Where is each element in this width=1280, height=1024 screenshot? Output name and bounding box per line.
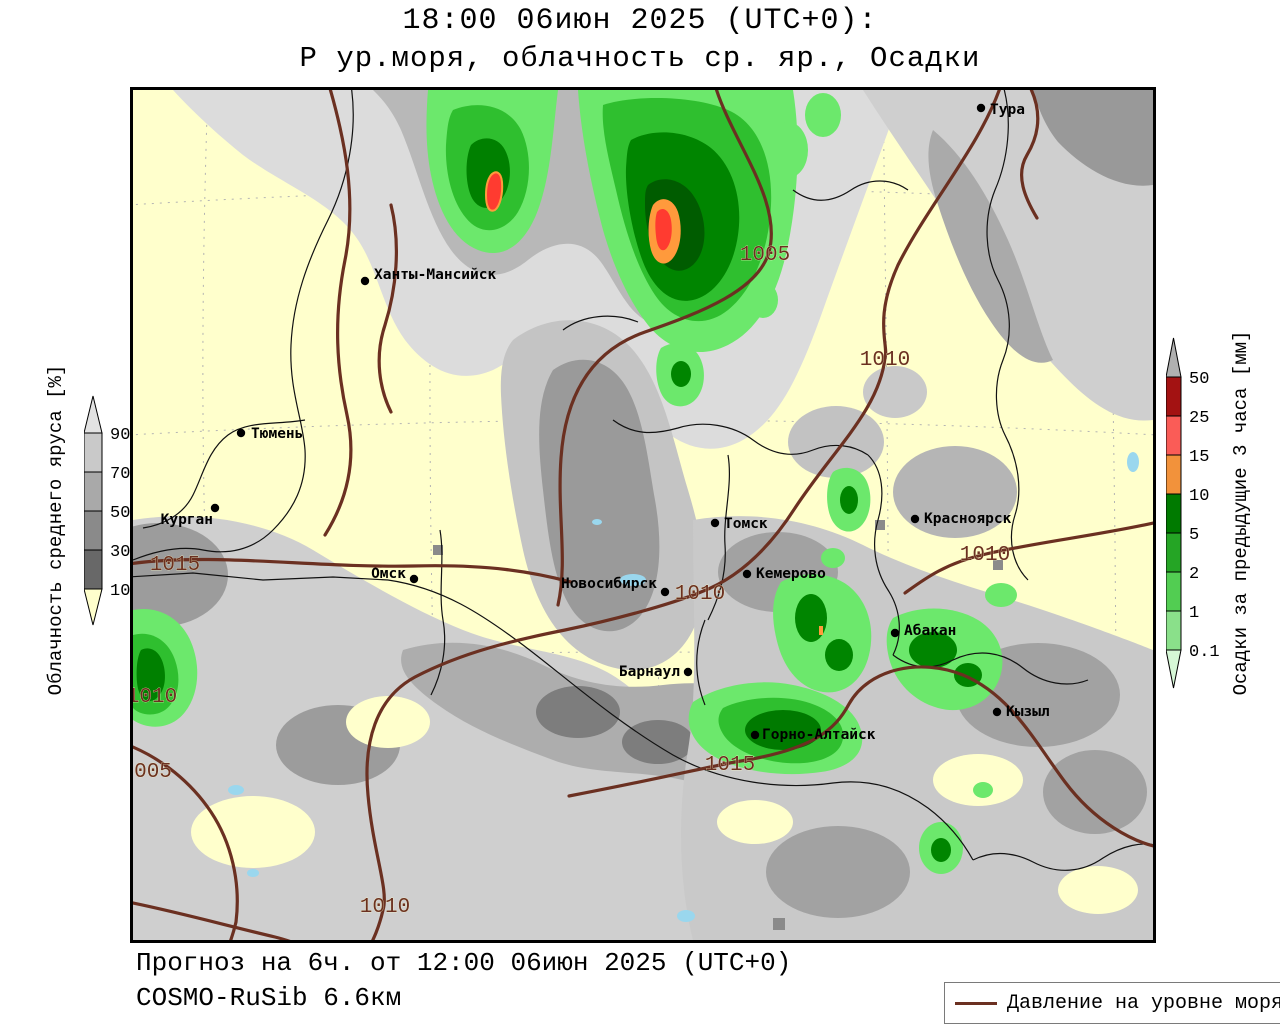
svg-text:Барнаул: Барнаул xyxy=(619,664,680,680)
model-name: COSMO-RuSib 6.6км xyxy=(136,983,402,1013)
isobar-labels: 1005 1010 1010 1010 1015 1010 005 1015 1010 xyxy=(133,244,1010,920)
pressure-legend-label: Давление на уровне моря xyxy=(1007,991,1280,1015)
svg-text:Тюмень: Тюмень xyxy=(251,426,303,442)
svg-text:Ханты-Мансийск: Ханты-Мансийск xyxy=(374,267,496,283)
svg-text:1010: 1010 xyxy=(133,686,177,709)
page-title-fields: Р ур.моря, облачность ср. яр., Осадки xyxy=(299,42,981,75)
svg-text:2: 2 xyxy=(1189,565,1199,584)
svg-text:1010: 1010 xyxy=(860,349,910,372)
svg-text:Омск: Омск xyxy=(371,566,406,582)
svg-text:Новосибирск: Новосибирск xyxy=(561,576,657,592)
svg-text:Тура: Тура xyxy=(990,102,1025,118)
svg-text:30: 30 xyxy=(110,543,130,562)
forecast-map: 1005 1010 1010 1010 1015 1010 005 1015 1010 Тура… xyxy=(130,87,1156,943)
page-title-datetime: 18:00 06июн 2025 (UTC+0): xyxy=(402,4,878,38)
svg-text:5: 5 xyxy=(1189,526,1199,545)
precip-colorbar: 50 25 15 10 5 2 1 0.1 xyxy=(1166,337,1220,689)
svg-text:1005: 1005 xyxy=(740,244,790,267)
svg-text:Кызыл: Кызыл xyxy=(1006,704,1050,720)
svg-text:1010: 1010 xyxy=(360,896,410,919)
forecast-lead-time: Прогноз на 6ч. от 12:00 06июн 2025 (UTC+… xyxy=(136,948,792,978)
svg-text:10: 10 xyxy=(1189,487,1209,506)
svg-text:Горно-Алтайск: Горно-Алтайск xyxy=(762,727,876,743)
isobar-line-sample xyxy=(955,1001,997,1005)
svg-text:005: 005 xyxy=(134,761,172,784)
svg-text:0.1: 0.1 xyxy=(1189,643,1220,662)
svg-text:15: 15 xyxy=(1189,448,1209,467)
isobar-layer xyxy=(133,90,1153,940)
svg-text:1010: 1010 xyxy=(960,544,1010,567)
cloud-colorbar: 90 70 50 30 10 xyxy=(84,395,130,626)
svg-text:50: 50 xyxy=(110,504,130,523)
svg-text:25: 25 xyxy=(1189,409,1209,428)
svg-text:Томск: Томск xyxy=(724,516,768,532)
svg-text:Курган: Курган xyxy=(161,512,213,528)
svg-text:Кемерово: Кемерово xyxy=(756,566,826,582)
pressure-legend: Давление на уровне моря xyxy=(944,982,1280,1024)
city-markers: Тура Ханты-Мансийск Тюмень Курган Омск Томск К… xyxy=(161,102,1050,743)
svg-text:1010: 1010 xyxy=(675,583,725,606)
svg-text:Абакан: Абакан xyxy=(904,623,956,639)
svg-text:1015: 1015 xyxy=(705,754,755,777)
svg-text:70: 70 xyxy=(110,465,130,484)
cloud-colorbar-title: Облачность среднего яруса [%] xyxy=(45,364,67,696)
water-layer xyxy=(228,452,1139,922)
svg-text:50: 50 xyxy=(1189,370,1209,389)
svg-text:1: 1 xyxy=(1189,604,1199,623)
svg-text:1015: 1015 xyxy=(150,554,200,577)
region-border-layer xyxy=(133,90,1153,871)
svg-text:10: 10 xyxy=(110,582,130,601)
svg-text:Красноярск: Красноярск xyxy=(924,511,1012,527)
svg-text:90: 90 xyxy=(110,426,130,445)
